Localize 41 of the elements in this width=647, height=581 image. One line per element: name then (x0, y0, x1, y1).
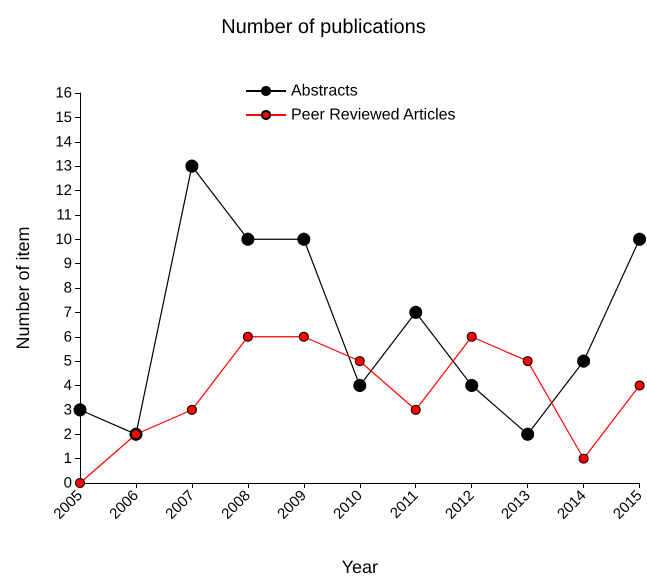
y-tick-label: 1 (64, 450, 72, 468)
point (577, 354, 590, 368)
y-tick-label: 16 (55, 84, 72, 102)
point (466, 332, 477, 342)
y-axis-title: Number of item (13, 226, 33, 350)
point (242, 332, 253, 342)
y-tick-label: 4 (64, 377, 72, 394)
point (409, 306, 422, 319)
point (74, 403, 86, 416)
y-tick-label: 9 (64, 255, 72, 272)
point (578, 454, 589, 464)
point (410, 404, 421, 415)
y-tick-label: 3 (64, 401, 72, 418)
point (465, 379, 478, 392)
y-tick-label: 8 (64, 280, 72, 296)
y-tick-label: 10 (55, 230, 72, 248)
point (186, 404, 197, 415)
y-tick-label: 2 (64, 426, 72, 443)
legend-label: Abstracts (291, 82, 358, 100)
point (521, 428, 534, 441)
y-tick-label: 7 (64, 304, 72, 321)
point (241, 232, 254, 246)
legend-label: Peer Reviewed Articles (291, 106, 456, 124)
y-tick-label: 11 (56, 206, 72, 224)
y-tick-label: 0 (64, 474, 72, 492)
point (298, 332, 309, 342)
point (633, 232, 646, 246)
point (185, 160, 198, 173)
point (353, 379, 366, 392)
y-tick-label: 15 (55, 108, 72, 126)
point (354, 356, 365, 366)
chart-title: Number of publications (221, 16, 426, 38)
point (297, 232, 310, 246)
x-axis-title: Year (342, 557, 378, 577)
y-tick-label: 12 (55, 182, 72, 199)
y-tick-label: 13 (55, 158, 72, 175)
point (634, 380, 645, 390)
y-tick-label: 5 (64, 352, 72, 370)
y-tick-label: 6 (64, 328, 72, 346)
y-tick-label: 14 (55, 133, 72, 150)
point (522, 356, 533, 366)
